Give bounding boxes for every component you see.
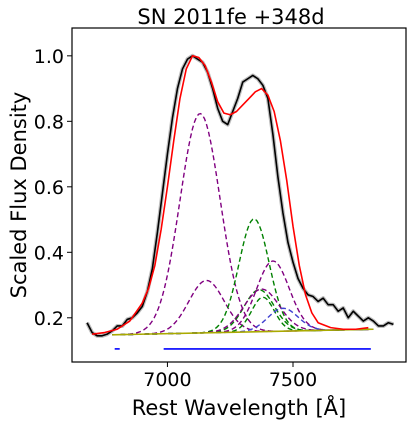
continuum-line [112, 328, 374, 336]
y-tick-label-0.2: 0.2 [34, 308, 64, 330]
observed-spectrum-line [86, 55, 394, 337]
total-fit-line [91, 55, 369, 335]
y-axis-label: Scaled Flux Density [7, 92, 31, 299]
chart-title: SN 2011fe +348d [137, 5, 324, 29]
component-line-7 [112, 296, 374, 336]
y-tick-label-0.8: 0.8 [34, 111, 64, 133]
x-axis-label: Rest Wavelength [Å] [132, 394, 346, 420]
x-tick-label-7000: 7000 [143, 369, 191, 391]
y-tick-label-0.4: 0.4 [34, 242, 64, 264]
x-tick-label-7500: 7500 [269, 369, 317, 391]
plot-frame [71, 27, 407, 363]
y-tick-label-0.6: 0.6 [34, 177, 64, 199]
component-line-1 [112, 112, 374, 336]
observed-error-band [85, 53, 395, 338]
plot-area [85, 53, 395, 350]
axis-ticks: 7000 7500 0.2 0.4 0.6 0.8 1.0 [34, 46, 317, 391]
y-tick-label-1: 1.0 [34, 46, 64, 68]
